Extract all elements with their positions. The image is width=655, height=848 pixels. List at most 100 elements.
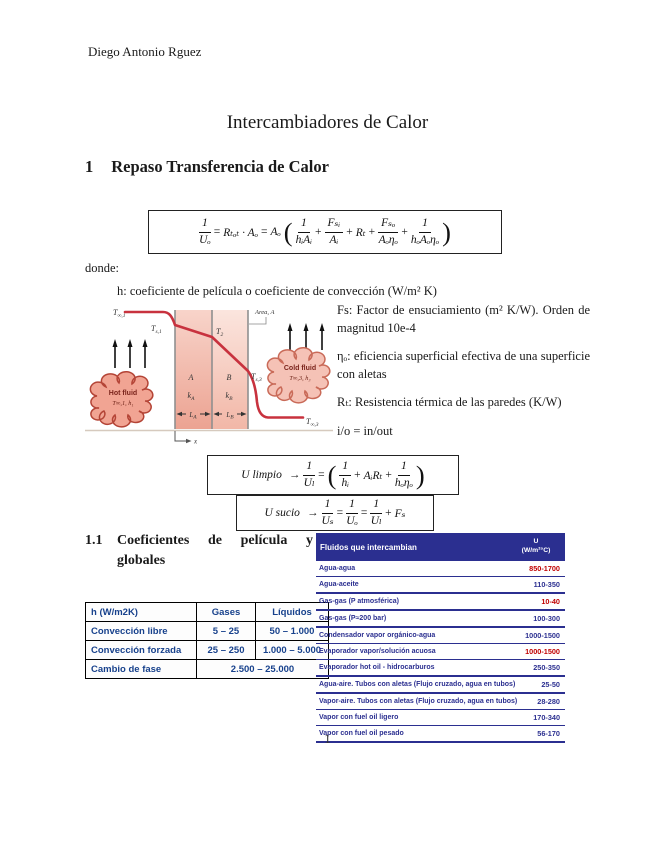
header-u-unit: U (W/m²°C) <box>511 538 561 556</box>
section-1-1-heading: 1.1 Coeficientes de película y globales <box>85 531 313 572</box>
x-axis-arrowhead <box>186 438 192 444</box>
fraction: 1 Uₒ <box>346 498 358 527</box>
math-token: hᵢ <box>341 476 350 489</box>
math-token: hₒηₒ <box>394 476 413 489</box>
table-row: Gas-gas (P atmosférica) 10-40 <box>316 592 565 609</box>
u-value: 10-40 <box>541 597 560 606</box>
fluid-label: Agua-agua <box>319 565 356 572</box>
math-token: hₒAₒηₒ <box>410 233 440 246</box>
u-value: 100-300 <box>533 614 560 623</box>
page-number: 1 <box>324 731 331 746</box>
math-token: Fₛᵢ <box>324 217 344 233</box>
area-label: Area, A <box>254 309 275 316</box>
u-table-header: Fluidos que intercambian U (W/m²°C) <box>316 533 565 561</box>
wall-a-label: A <box>188 373 194 382</box>
formula-label: U limpio <box>241 469 282 481</box>
document-title: Intercambiadores de Calor <box>226 112 429 133</box>
cold-heat-arrows <box>289 330 323 350</box>
cell-value: 5 – 25 <box>196 621 256 641</box>
table-row: Vapor con fuel oil pesado 56-170 <box>316 725 565 741</box>
math-token: Uₛ <box>321 514 334 527</box>
formula-u-limpio: U limpio → 1 Uₗ = ( 1 hᵢ + AᵢRₜ + 1 hₒηₒ ) <box>241 460 425 490</box>
plus-sign: + <box>315 226 322 238</box>
math-token: Aₒηₒ <box>378 233 398 246</box>
fraction: Fₛᵢ Aᵢ <box>324 217 344 246</box>
section-title: Coeficientes de película y globales <box>117 533 313 569</box>
fluid-label: Agua-aceite <box>319 581 359 588</box>
hot-fluid-temp: T∞,1, h₁ <box>112 400 133 407</box>
plus-sign: + <box>354 469 361 481</box>
u-coefficient-table: Fluidos que intercambian U (W/m²°C) Agua… <box>316 533 565 743</box>
cell-value: 25 – 250 <box>196 640 256 660</box>
table-row: Agua-agua 850-1700 <box>316 561 565 576</box>
l-a-label: LA <box>188 411 197 421</box>
fraction: 1 hᵢ <box>339 460 352 489</box>
equals-sign: = <box>336 507 344 519</box>
definition-rt: Rₜ: Resistencia térmica de las paredes (… <box>337 395 562 409</box>
section-1-heading: 1 Repaso Transferencia de Calor <box>85 157 329 177</box>
math-token: Rₜₒₜ · Aₒ <box>223 227 258 239</box>
table-row: Vapor con fuel oil ligero 170-340 <box>316 709 565 725</box>
equals-sign: = <box>360 507 368 519</box>
fluid-label: Gas-gas (P≈200 bar) <box>319 615 387 622</box>
table-row: Agua-aire. Tubos con aletas (Flujo cruza… <box>316 675 565 692</box>
table-row: Condensador vapor orgánico-agua 1000-1500 <box>316 626 565 643</box>
cell-value: 1.000 – 5.000 <box>255 640 329 660</box>
fluid-label: Gas-gas (P atmosférica) <box>319 598 400 605</box>
t-inf3-label: T∞,3 <box>306 417 319 428</box>
header-cell: Gases <box>196 602 256 622</box>
math-token: 1 <box>297 217 310 233</box>
formula-u-sucio-box: U sucio → 1 Uₛ = 1 Uₒ = 1 Uₗ + Fₛ <box>236 495 434 531</box>
fraction: 1 Uₗ <box>370 498 383 527</box>
header-fluids: Fluidos que intercambian <box>320 542 417 552</box>
h-definition: h: coeficiente de película o coeficiente… <box>117 284 437 298</box>
t-2-label: T2 <box>216 327 223 338</box>
cell-value: 2.500 – 25.000 <box>196 659 329 679</box>
table-row: Convección libre 5 – 25 50 – 1.000 <box>85 621 329 641</box>
fraction: 1 hₒηₒ <box>395 460 413 489</box>
table-row: Convección forzada 25 – 250 1.000 – 5.00… <box>85 640 329 660</box>
equals-sign: = <box>213 226 221 238</box>
u-value: 1000-1500 <box>525 647 560 656</box>
x-axis-line <box>174 431 186 442</box>
u-value: 1000-1500 <box>525 631 560 640</box>
math-token: 1 <box>339 460 352 476</box>
math-token: 1 <box>303 460 316 476</box>
arrow: → <box>306 507 319 519</box>
fluid-label: Vapor con fuel oil ligero <box>319 714 399 721</box>
k-a-label: kA <box>188 391 196 402</box>
area-leader-line <box>249 317 267 325</box>
table-row: Evaporador hot oil - hidrocarburos 250-35… <box>316 659 565 675</box>
header-u: U <box>533 538 539 546</box>
math-token: Aᵢ <box>329 233 339 246</box>
definition-eta: ηₒ: eficiencia superficial efectiva de u… <box>337 349 590 381</box>
table-row: Cambio de fase 2.500 – 25.000 <box>85 659 329 679</box>
fraction: 1 hᵢAᵢ <box>296 217 312 246</box>
table-header-row: h (W/m2K) Gases Líquidos <box>85 602 329 622</box>
math-token: 1 <box>419 217 431 233</box>
plus-sign: + <box>368 226 376 238</box>
u-value: 25-50 <box>541 680 560 689</box>
row-label: Convección libre <box>85 621 197 641</box>
section-title: Repaso Transferencia de Calor <box>111 157 329 176</box>
math-token: Uₗ <box>370 514 382 527</box>
plus-sign: + <box>385 469 392 481</box>
plus-sign: + <box>401 226 408 238</box>
math-token: hᵢAᵢ <box>295 233 313 246</box>
definitions-column: Fs: Factor de ensuciamiento (m² K/W). Or… <box>337 302 590 451</box>
formula-u-limpio-box: U limpio → 1 Uₗ = ( 1 hᵢ + AᵢRₜ + 1 hₒηₒ ) <box>207 455 459 495</box>
wall-layer-b <box>212 310 248 429</box>
table-row: Gas-gas (P≈200 bar) 100-300 <box>316 609 565 626</box>
fluid-label: Evaporador vapor/solución acuosa <box>319 648 436 655</box>
cold-fluid-label: Cold fluid <box>284 365 316 372</box>
l-b-label: LB <box>225 411 234 421</box>
formula-label: U sucio <box>264 507 300 519</box>
cold-arrowheads <box>287 323 325 331</box>
u-value: 170-340 <box>533 713 560 722</box>
x-axis-label: x <box>193 438 198 446</box>
header-unit: (W/m²°C) <box>521 547 551 554</box>
table-row: Vapor-aire. Tubos con aletas (Flujo cruz… <box>316 692 565 709</box>
hot-arrowheads <box>112 339 148 347</box>
fluid-label: Evaporador hot oil - hidrocarburos <box>319 664 435 671</box>
